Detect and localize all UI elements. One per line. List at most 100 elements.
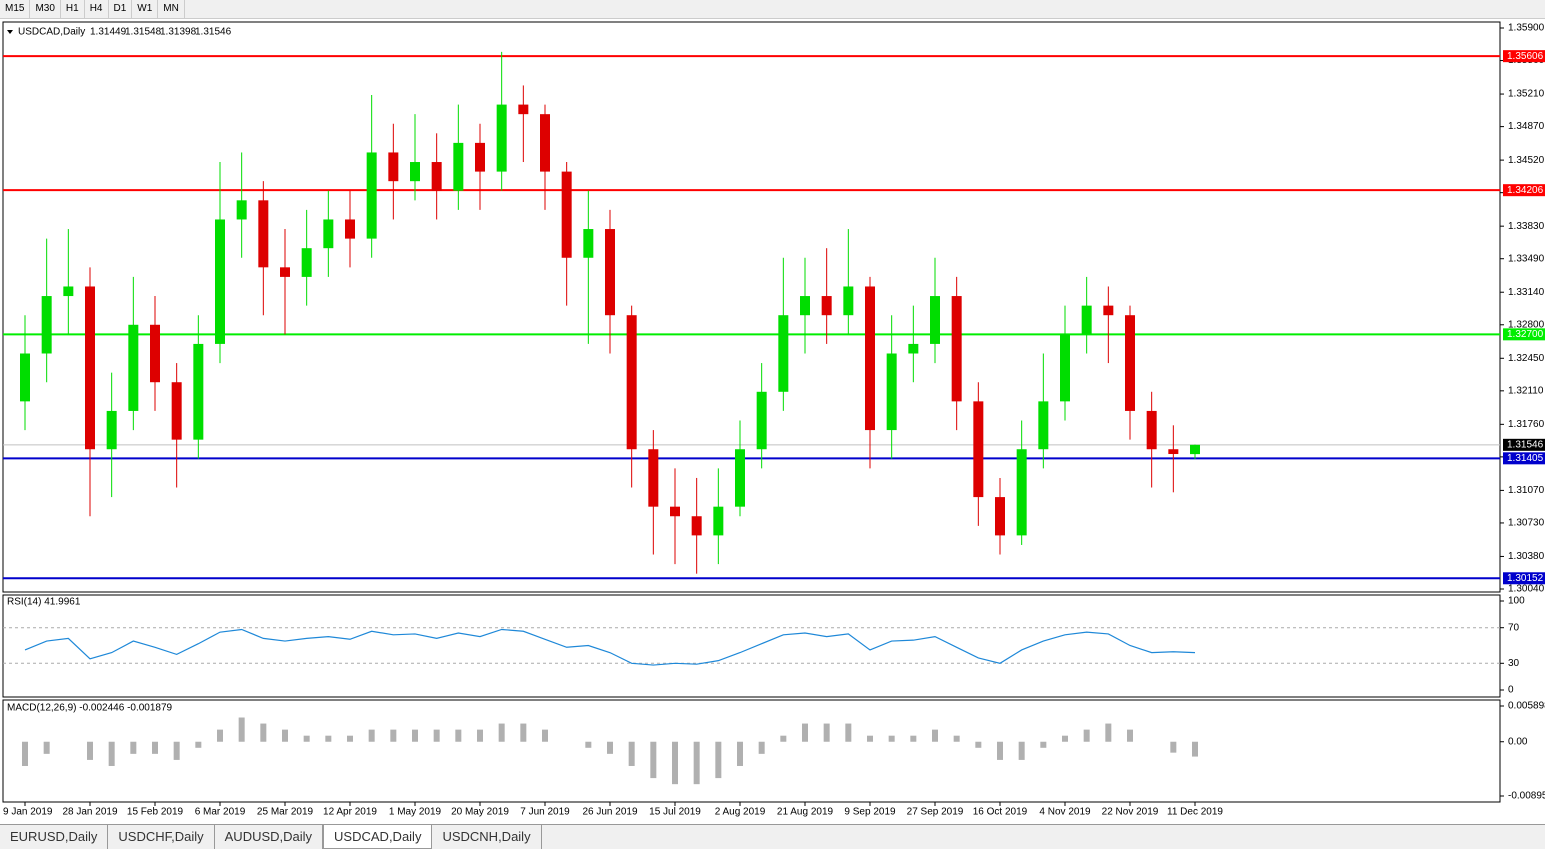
macd-bar (108, 741, 115, 766)
macd-bar (22, 741, 28, 766)
macd-bar (217, 729, 223, 742)
level-label: 1.31405 (1507, 453, 1544, 464)
ohlc-header: 1.31546 (195, 27, 232, 38)
macd-bar (498, 723, 505, 742)
candle-body (821, 296, 832, 316)
macd-bar (953, 735, 960, 742)
candle-body (800, 296, 810, 316)
y-tick-label: 1.31070 (1508, 485, 1545, 496)
current-price-label: 1.31546 (1507, 439, 1544, 450)
candle-body (171, 382, 182, 440)
ohlc-header: 1.31449 (90, 27, 127, 38)
macd-bar (152, 741, 158, 754)
candle-body (106, 410, 117, 450)
x-tick-label: 22 Nov 2019 (1102, 807, 1159, 818)
y-tick-label: 1.35900 (1508, 23, 1545, 34)
timeframe-button[interactable]: M15 (0, 0, 31, 18)
macd-bar (87, 741, 93, 760)
macd-bar (303, 735, 310, 742)
macd-bar (910, 735, 917, 742)
candle-body (670, 506, 680, 517)
candle-body (128, 324, 139, 411)
timeframe-button[interactable]: D1 (109, 0, 133, 18)
candle-body (1081, 305, 1092, 335)
candle-body (236, 200, 247, 220)
ohlc-header: 1.31548 (125, 27, 162, 38)
x-tick-label: 4 Nov 2019 (1039, 807, 1091, 818)
y-tick-label: 30 (1508, 658, 1520, 669)
macd-bar (1105, 723, 1112, 742)
macd-bar (1192, 741, 1198, 757)
candle-body (301, 248, 312, 277)
level-label: 1.34206 (1507, 185, 1544, 196)
timeframe-button[interactable]: M30 (30, 0, 61, 18)
x-tick-label: 21 Aug 2019 (777, 807, 834, 818)
macd-bar (477, 729, 483, 742)
macd-bar (758, 741, 765, 754)
macd-bar (823, 723, 830, 742)
macd-bar (260, 723, 267, 742)
macd-bar (520, 723, 527, 742)
timeframe-button[interactable]: H4 (85, 0, 109, 18)
y-tick-label: 100 (1508, 596, 1525, 607)
candle-body (583, 229, 594, 258)
x-tick-label: 25 Mar 2019 (257, 807, 314, 818)
symbol-tab[interactable]: USDCNH,Daily (432, 825, 542, 849)
x-tick-label: 6 Mar 2019 (195, 807, 246, 818)
symbol-header: USDCAD,Daily (18, 27, 85, 38)
macd-bar (585, 741, 592, 748)
candle-body (713, 506, 724, 536)
macd-bar (780, 735, 787, 742)
candle-body (1168, 449, 1179, 455)
candle-body (258, 200, 269, 268)
symbol-tab[interactable]: AUDUSD,Daily (215, 825, 324, 849)
symbol-tab[interactable]: USDCHF,Daily (108, 825, 215, 849)
level-box (1503, 50, 1545, 63)
candle-body (995, 497, 1005, 536)
macd-bar (1127, 729, 1133, 742)
y-tick-label: 1.33830 (1508, 221, 1545, 232)
macd-bar (737, 741, 743, 766)
x-tick-label: 28 Jan 2019 (62, 807, 117, 818)
symbol-tab[interactable]: EURUSD,Daily (0, 825, 109, 849)
candle-body (518, 104, 529, 115)
macd-bar (715, 741, 722, 779)
macd-bar (845, 723, 852, 742)
candle-body (453, 142, 464, 191)
x-tick-label: 16 Oct 2019 (973, 807, 1028, 818)
timeframe-bar: M15 M30 H1 H4 D1 W1 MN (0, 0, 1545, 19)
candle-body (886, 353, 897, 431)
candle-body (973, 401, 984, 498)
candle-body (280, 267, 290, 277)
y-tick-label: 1.34870 (1508, 121, 1545, 132)
y-tick-label: 1.33490 (1508, 253, 1545, 264)
symbol-tabs: EURUSD,Daily USDCHF,Daily AUDUSD,Daily USDC… (0, 824, 1545, 849)
candle-body (20, 353, 30, 402)
timeframe-button[interactable]: MN (158, 0, 185, 18)
x-tick-label: 9 Jan 2019 (3, 807, 53, 818)
macd-bar (368, 729, 375, 742)
candle-body (735, 449, 745, 507)
macd-bar (455, 729, 462, 742)
timeframe-button[interactable]: W1 (132, 0, 159, 18)
macd-bar (802, 723, 808, 742)
macd-bar (433, 729, 440, 742)
current-price-box (1503, 438, 1545, 451)
level-box (1503, 572, 1545, 585)
price-panel (2, 21, 1501, 593)
x-tick-label: 12 Apr 2019 (323, 807, 377, 818)
macd-bar (672, 741, 678, 785)
timeframe-button[interactable]: H1 (61, 0, 85, 18)
macd-bar (43, 741, 50, 754)
macd-bar (1083, 729, 1090, 742)
macd-panel (2, 699, 1501, 803)
candle-body (1190, 444, 1200, 455)
macd-bar (1170, 741, 1177, 753)
y-tick-label: 1.34520 (1508, 155, 1545, 166)
symbol-tab[interactable]: USDCAD,Daily (323, 825, 433, 849)
y-tick-label: 1.31760 (1508, 419, 1545, 430)
indicator-title: RSI(14) 41.9961 (7, 597, 81, 608)
candle-body (908, 343, 919, 354)
macd-bar (1062, 735, 1068, 742)
